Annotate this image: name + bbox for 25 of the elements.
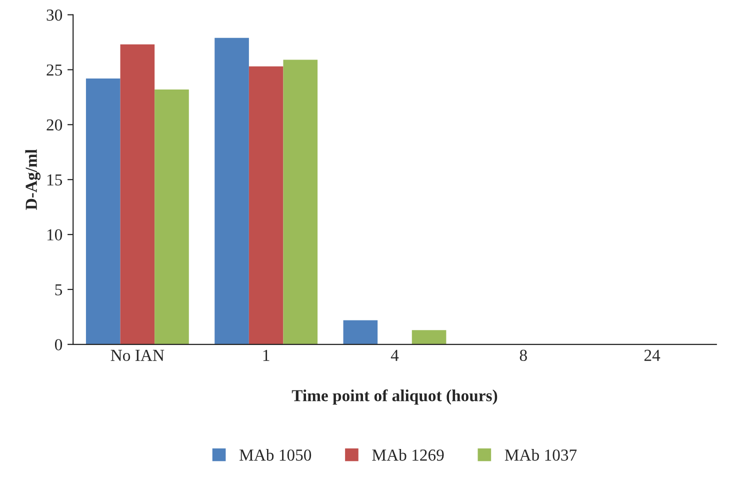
legend-label: MAb 1037 — [504, 449, 577, 461]
bar — [154, 89, 189, 344]
x-tick-label: No IAN — [110, 350, 164, 361]
x-tick-label: 1 — [263, 350, 270, 361]
bar — [214, 38, 249, 344]
bar — [120, 44, 155, 344]
y-axis-title: D-Ag/ml — [25, 149, 40, 210]
legend-label: MAb 1050 — [240, 449, 312, 461]
x-tick-label: 8 — [520, 350, 527, 361]
bar — [412, 330, 446, 344]
x-axis-title: Time point of aliquot (hours) — [292, 389, 498, 405]
y-tick-label: 15 — [47, 174, 62, 186]
legend-label: MAb 1269 — [372, 449, 444, 461]
y-tick-label: 30 — [46, 9, 62, 21]
y-tick-label: 5 — [55, 284, 62, 296]
y-tick-label: 20 — [46, 119, 62, 131]
y-tick-label: 25 — [46, 64, 62, 76]
x-tick-label: 24 — [644, 350, 660, 361]
x-tick-label: 4 — [390, 350, 399, 361]
y-tick-label: 0 — [54, 339, 62, 350]
bar — [248, 66, 284, 344]
bar — [283, 60, 318, 344]
y-tick-label: 10 — [47, 229, 62, 240]
bar — [343, 320, 378, 344]
bar — [86, 78, 120, 344]
